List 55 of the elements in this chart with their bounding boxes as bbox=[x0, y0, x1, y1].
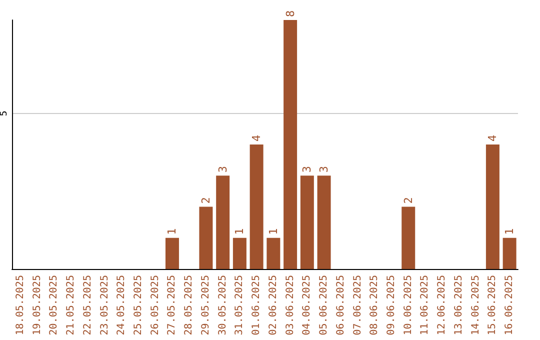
data-label: 2 bbox=[199, 197, 212, 204]
bar bbox=[284, 20, 298, 269]
x-tick-label: 08.06.2025 bbox=[369, 275, 380, 336]
y-tick-label: 5 bbox=[0, 110, 10, 116]
bar bbox=[266, 238, 280, 269]
x-tick-label: 21.05.2025 bbox=[66, 275, 77, 336]
x-tick-label: 23.05.2025 bbox=[99, 275, 110, 336]
x-tick-label: 10.06.2025 bbox=[402, 275, 414, 336]
data-label: 3 bbox=[318, 166, 331, 173]
x-tick-label: 12.06.2025 bbox=[436, 275, 448, 336]
x-tick-label: 25.05.2025 bbox=[133, 275, 144, 336]
x-tick-label: 22.05.2025 bbox=[82, 275, 94, 336]
bar bbox=[402, 206, 416, 269]
data-label: 1 bbox=[166, 228, 179, 235]
data-label: 2 bbox=[402, 197, 415, 204]
x-tick-label: 26.05.2025 bbox=[150, 275, 161, 336]
x-tick-label: 30.05.2025 bbox=[217, 275, 228, 336]
bar bbox=[216, 176, 230, 269]
x-tick-label: 27.05.2025 bbox=[166, 275, 178, 336]
x-tick-label: 29.05.2025 bbox=[200, 275, 212, 336]
x-tick-label: 24.05.2025 bbox=[116, 275, 128, 336]
x-tick-label: 28.05.2025 bbox=[184, 275, 195, 336]
data-label: 1 bbox=[233, 228, 246, 235]
bar bbox=[486, 144, 500, 269]
bar bbox=[232, 238, 246, 269]
data-label: 3 bbox=[300, 166, 314, 173]
data-label: 3 bbox=[216, 166, 230, 173]
bar bbox=[199, 206, 213, 269]
x-tick-label: 13.06.2025 bbox=[453, 275, 464, 336]
x-tick-label: 06.06.2025 bbox=[335, 275, 346, 336]
x-tick-label: 20.05.2025 bbox=[48, 275, 60, 336]
bar bbox=[165, 238, 179, 269]
x-tick-label: 19.05.2025 bbox=[32, 275, 43, 336]
x-tick-label: 07.06.2025 bbox=[352, 275, 364, 336]
x-tick-label: 09.06.2025 bbox=[386, 275, 397, 336]
data-label: 4 bbox=[250, 134, 264, 142]
x-tick-label: 18.05.2025 bbox=[14, 275, 26, 336]
bar bbox=[300, 176, 314, 269]
x-tick-label: 01.06.2025 bbox=[251, 275, 262, 336]
x-tick-label: 02.06.2025 bbox=[268, 275, 279, 336]
x-tick-label: 15.06.2025 bbox=[487, 275, 498, 336]
x-tick-label: 05.06.2025 bbox=[318, 275, 330, 336]
bar bbox=[502, 238, 516, 269]
data-label: 1 bbox=[503, 228, 516, 235]
bar bbox=[250, 144, 264, 269]
x-tick-label: 11.06.2025 bbox=[420, 275, 431, 336]
x-tick-label: 04.06.2025 bbox=[302, 275, 313, 336]
x-tick-label: 16.06.2025 bbox=[504, 275, 516, 336]
x-tick-label: 31.05.2025 bbox=[234, 275, 246, 336]
x-tick-label: 14.06.2025 bbox=[470, 275, 482, 336]
data-label: 8 bbox=[284, 10, 297, 17]
data-label: 4 bbox=[486, 134, 500, 142]
bar bbox=[317, 176, 331, 269]
data-label: 1 bbox=[266, 228, 280, 235]
x-tick-label: 03.06.2025 bbox=[284, 275, 296, 336]
